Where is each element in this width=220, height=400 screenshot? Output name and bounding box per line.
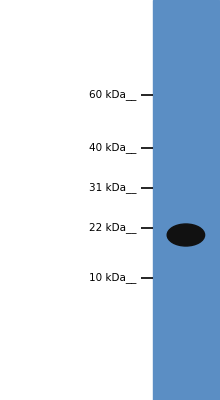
Text: 40 kDa__: 40 kDa__ bbox=[89, 142, 136, 154]
Text: 60 kDa__: 60 kDa__ bbox=[89, 90, 136, 100]
Text: 10 kDa__: 10 kDa__ bbox=[89, 272, 136, 284]
Bar bbox=[153, 0, 219, 400]
Text: 22 kDa__: 22 kDa__ bbox=[89, 222, 136, 234]
Text: 31 kDa__: 31 kDa__ bbox=[89, 182, 136, 194]
Ellipse shape bbox=[167, 224, 205, 246]
